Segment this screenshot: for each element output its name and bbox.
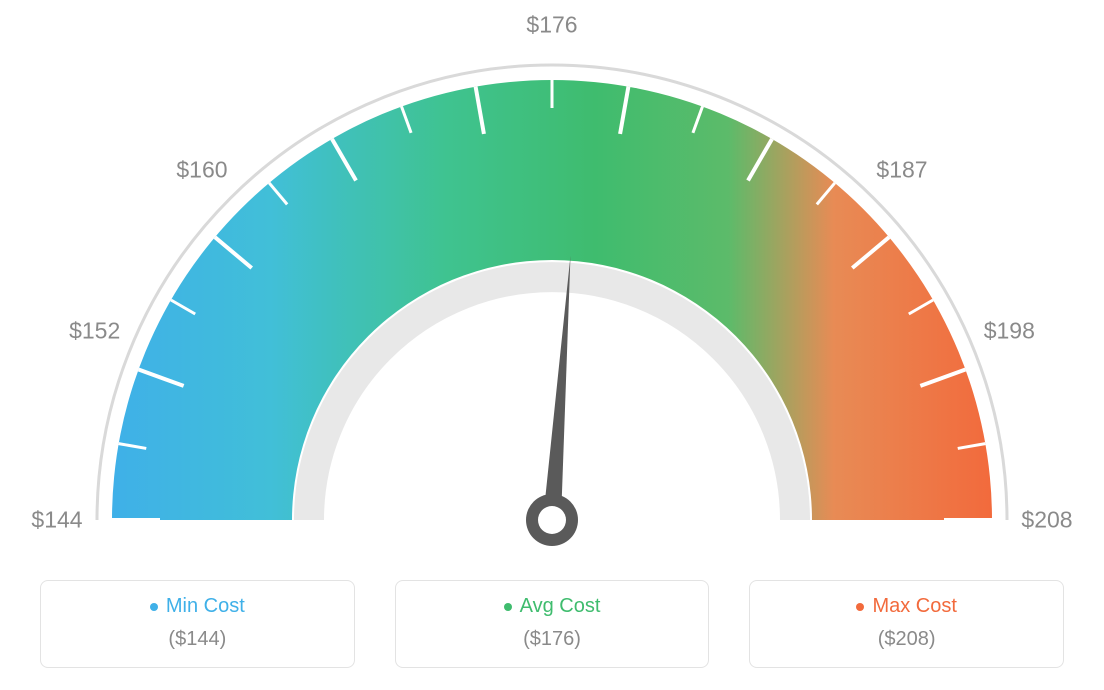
gauge-tick-label: $208 xyxy=(1021,507,1072,534)
legend-dot-min xyxy=(150,603,158,611)
gauge-svg xyxy=(0,0,1104,570)
gauge-tick-label: $144 xyxy=(31,507,82,534)
legend-card-avg: Avg Cost ($176) xyxy=(395,580,710,668)
gauge-tick-label: $187 xyxy=(876,156,927,183)
legend-dot-avg xyxy=(504,603,512,611)
legend-label-max: Max Cost xyxy=(872,595,956,618)
gauge-tick-label: $152 xyxy=(69,317,120,344)
gauge-chart: $144 $152 $160 $176 $187 $198 $208 xyxy=(0,0,1104,570)
legend-dot-max xyxy=(856,603,864,611)
legend-row: Min Cost ($144) Avg Cost ($176) Max Cost… xyxy=(0,580,1104,668)
legend-value-max: ($208) xyxy=(760,628,1053,651)
legend-label-avg: Avg Cost xyxy=(520,595,601,618)
legend-card-max: Max Cost ($208) xyxy=(749,580,1064,668)
gauge-tick-label: $198 xyxy=(984,317,1035,344)
legend-value-avg: ($176) xyxy=(406,628,699,651)
legend-value-min: ($144) xyxy=(51,628,344,651)
gauge-tick-label: $160 xyxy=(176,156,227,183)
legend-card-min: Min Cost ($144) xyxy=(40,580,355,668)
legend-label-min: Min Cost xyxy=(166,595,245,618)
gauge-tick-label: $176 xyxy=(526,12,577,39)
